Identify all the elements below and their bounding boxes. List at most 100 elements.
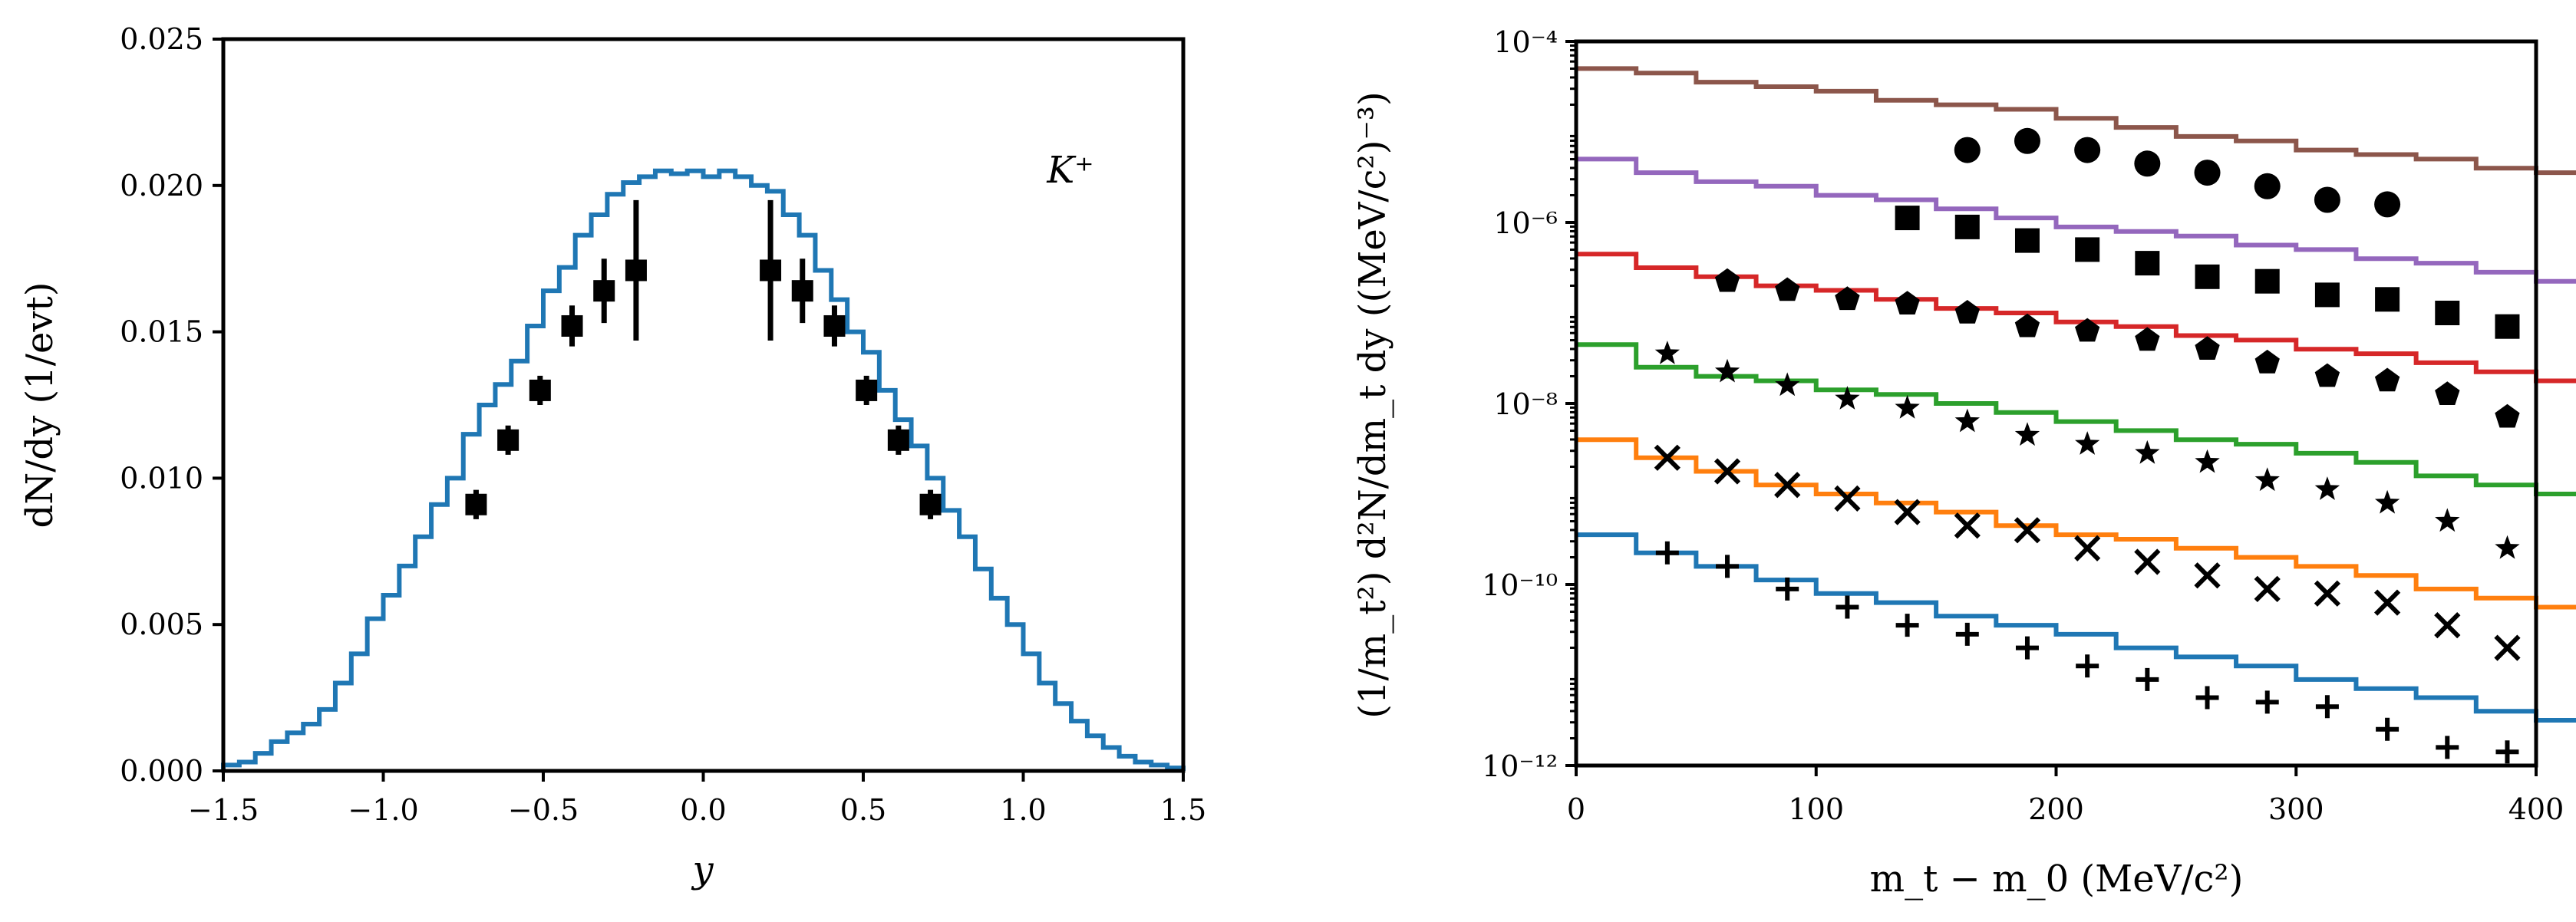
data-point-marker [625, 259, 647, 282]
square-marker [2375, 287, 2400, 312]
data-point-marker [791, 280, 813, 302]
plus-marker [2436, 736, 2459, 759]
x-marker [2074, 535, 2101, 561]
x-marker [2194, 562, 2221, 589]
x-tick-label: 0 [1567, 792, 1585, 826]
star-marker [2195, 449, 2220, 473]
x-marker [1713, 458, 1741, 485]
pentagon-marker [2254, 349, 2280, 374]
plus-marker [1655, 541, 1679, 565]
plus-marker [1716, 555, 1740, 578]
y-tick-label: 10⁻¹² [1482, 749, 1558, 783]
left-x-ticks: −1.5 −1.0 −0.5 0.0 0.5 1.0 1.5 [188, 771, 1206, 827]
x-tick-label: 300 [2268, 792, 2324, 826]
data-point-marker [497, 429, 519, 451]
star-marker [1954, 408, 1980, 433]
data-point-marker [856, 379, 878, 401]
right-plot-frame [1574, 39, 2538, 768]
x-tick-label: 200 [2028, 792, 2084, 826]
x-tick-label: −1.0 [348, 793, 418, 827]
right-x-axis-label: m_t − m_0 (MeV/c²) [1870, 858, 2244, 901]
pentagon-marker [1835, 286, 1860, 311]
series-5-curve [1576, 156, 2576, 284]
data-point-marker [465, 493, 487, 515]
data-point-marker [887, 429, 909, 451]
plus-marker [2495, 740, 2519, 764]
data-point-marker [760, 259, 782, 282]
star-marker [2075, 431, 2100, 455]
left-y-ticks: 0.000 0.005 0.010 0.015 0.020 0.025 [120, 22, 223, 788]
square-marker [1954, 214, 1980, 239]
y-tick-label: 0.015 [120, 315, 203, 349]
x-marker [2014, 517, 2041, 544]
pentagon-marker [2014, 313, 2040, 338]
x-marker [2134, 548, 2161, 575]
star-marker [2435, 508, 2460, 532]
star-marker [1654, 341, 1680, 364]
circle-marker [2314, 186, 2340, 213]
square-marker [2495, 314, 2520, 339]
pentagon-marker [2495, 403, 2520, 428]
x-tick-label: 400 [2508, 792, 2564, 826]
x-marker [1654, 444, 1681, 471]
star-marker [2314, 476, 2340, 500]
plus-marker [2195, 686, 2219, 710]
star-marker [2254, 467, 2280, 492]
plus-marker [2376, 717, 2400, 741]
data-point-marker [823, 314, 846, 337]
particle-annotation: K⁺ [1046, 149, 1093, 192]
pentagon-marker [1895, 291, 1920, 314]
data-point-marker [919, 493, 942, 515]
y-tick-label: 10⁻⁴ [1493, 25, 1558, 59]
circle-marker [2134, 150, 2161, 177]
plus-marker [1836, 595, 1859, 619]
left-x-axis-label: y [691, 848, 714, 891]
x-marker [1954, 512, 1981, 539]
x-marker [2434, 611, 2461, 639]
y-tick-label: 0.020 [120, 169, 203, 203]
x-tick-label: 1.5 [1160, 793, 1206, 827]
plus-marker [2076, 654, 2099, 678]
rapidity-histogram [221, 168, 1186, 771]
circle-marker [2374, 191, 2401, 218]
circle-marker [2074, 137, 2101, 163]
x-marker [2494, 634, 2521, 661]
pentagon-marker [1954, 300, 1980, 324]
circle-marker [2194, 160, 2221, 186]
plus-marker [2015, 636, 2039, 660]
left-y-axis-label: dN/dy (1/evt) [18, 282, 61, 529]
square-marker [2314, 282, 2340, 308]
plus-marker [1955, 622, 1979, 646]
plus-marker [2136, 667, 2159, 691]
right-x-ticks: 0 100 200 300 400 [1567, 766, 2564, 826]
circle-marker [1954, 137, 1981, 163]
pentagon-marker [1775, 277, 1800, 301]
x-tick-label: −1.5 [188, 793, 259, 827]
x-marker [1774, 472, 1801, 499]
star-marker [2374, 489, 2400, 514]
x-tick-label: 1.0 [1000, 793, 1046, 827]
rapidity-data-points [465, 199, 942, 519]
y-tick-label: 10⁻¹⁰ [1482, 568, 1558, 602]
circle-marker [2014, 127, 2040, 154]
x-tick-label: 0.5 [840, 793, 886, 827]
plus-marker [2255, 690, 2279, 714]
x-marker [2254, 575, 2281, 603]
y-tick-label: 0.000 [120, 754, 203, 788]
pentagon-marker [2374, 367, 2400, 392]
star-marker [1714, 358, 1740, 383]
plus-marker [1776, 577, 1799, 601]
series-6-curve [1576, 66, 2576, 176]
star-marker [1835, 386, 1860, 410]
x-marker [2314, 580, 2341, 607]
star-marker [1895, 394, 1920, 419]
data-point-marker [529, 379, 551, 401]
pentagon-marker [2135, 327, 2160, 351]
square-marker [2014, 228, 2040, 253]
square-marker [2075, 237, 2100, 262]
y-tick-label: 0.010 [120, 461, 203, 495]
pentagon-marker [2435, 381, 2460, 405]
transverse-mass-data-points [1654, 127, 2521, 764]
data-point-marker [561, 314, 583, 337]
star-marker [2495, 535, 2520, 559]
